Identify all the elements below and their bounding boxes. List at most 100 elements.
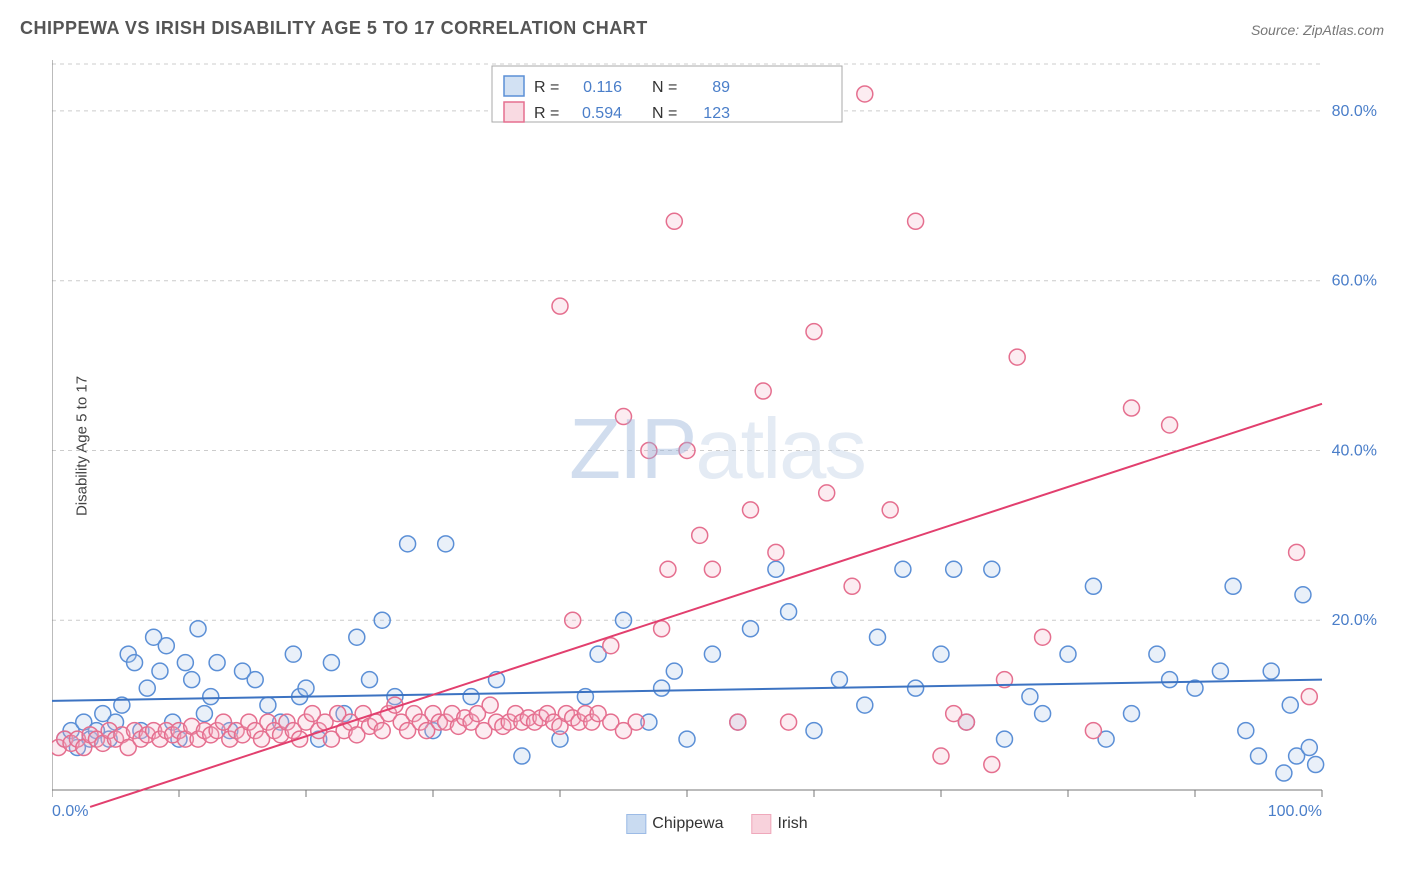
data-point [704,646,720,662]
data-point [870,629,886,645]
legend-r-label: R = [534,79,559,96]
data-point [692,527,708,543]
data-point [1225,578,1241,594]
y-tick-label: 80.0% [1332,103,1377,120]
plot-container: ZIPatlas 20.0%40.0%60.0%80.0%0.0%100.0%R… [52,60,1382,840]
data-point [374,612,390,628]
data-point [781,604,797,620]
data-point [362,672,378,688]
legend-swatch [626,814,646,834]
legend-swatch [751,814,771,834]
data-point [1022,689,1038,705]
data-point [1162,417,1178,433]
data-point [1308,757,1324,773]
legend-label: Chippewa [652,815,723,832]
data-point [984,757,1000,773]
data-point [806,324,822,340]
data-point [730,714,746,730]
data-point [819,485,835,501]
data-point [641,442,657,458]
legend-label: Irish [777,815,807,832]
scatter-chart: 20.0%40.0%60.0%80.0%0.0%100.0%R =0.116N … [52,60,1382,840]
legend-swatch [504,76,524,96]
data-point [196,706,212,722]
data-point [463,689,479,705]
x-tick-label: 100.0% [1268,803,1322,820]
data-point [514,748,530,764]
data-point [184,672,200,688]
data-point [349,629,365,645]
data-point [984,561,1000,577]
data-point [806,723,822,739]
data-point [1251,748,1267,764]
data-point [1124,706,1140,722]
data-point [946,561,962,577]
data-point [1162,672,1178,688]
data-point [616,409,632,425]
data-point [1124,400,1140,416]
data-point [1060,646,1076,662]
data-point [755,383,771,399]
legend-r-label: R = [534,105,559,122]
data-point [743,621,759,637]
legend-r-value: 0.594 [582,105,622,122]
data-point [679,442,695,458]
data-point [908,213,924,229]
data-point [857,697,873,713]
data-point [679,731,695,747]
data-point [158,638,174,654]
data-point [565,612,581,628]
data-point [323,655,339,671]
data-point [704,561,720,577]
data-point [552,298,568,314]
data-point [1276,765,1292,781]
data-point [1212,663,1228,679]
data-point [844,578,860,594]
data-point [603,638,619,654]
data-point [482,697,498,713]
data-point [1301,689,1317,705]
source-attribution: Source: ZipAtlas.com [1251,22,1384,38]
trend-line [90,404,1322,807]
data-point [660,561,676,577]
data-point [209,655,225,671]
data-point [831,672,847,688]
data-point [895,561,911,577]
data-point [1289,544,1305,560]
legend-item: Chippewa [626,814,723,834]
data-point [654,621,670,637]
data-point [857,86,873,102]
legend-r-value: 0.116 [583,79,622,96]
data-point [743,502,759,518]
data-point [1149,646,1165,662]
x-tick-label: 0.0% [52,803,88,820]
data-point [139,680,155,696]
data-point [768,561,784,577]
data-point [628,714,644,730]
data-point [1295,587,1311,603]
data-point [152,663,168,679]
legend-n-value: 123 [703,105,730,122]
data-point [285,646,301,662]
trend-line [52,680,1322,701]
y-tick-label: 60.0% [1332,273,1377,290]
data-point [400,536,416,552]
data-point [908,680,924,696]
data-point [933,748,949,764]
legend-item: Irish [751,814,807,834]
data-point [654,680,670,696]
data-point [1301,740,1317,756]
data-point [177,655,193,671]
data-point [190,621,206,637]
data-point [768,544,784,560]
legend-n-label: N = [652,79,677,96]
data-point [616,612,632,628]
legend-swatch [504,102,524,122]
chart-title: CHIPPEWA VS IRISH DISABILITY AGE 5 TO 17… [20,18,648,39]
data-point [247,672,263,688]
data-point [260,697,276,713]
data-point [1282,697,1298,713]
data-point [997,731,1013,747]
legend-n-value: 89 [712,79,730,96]
data-point [1085,578,1101,594]
